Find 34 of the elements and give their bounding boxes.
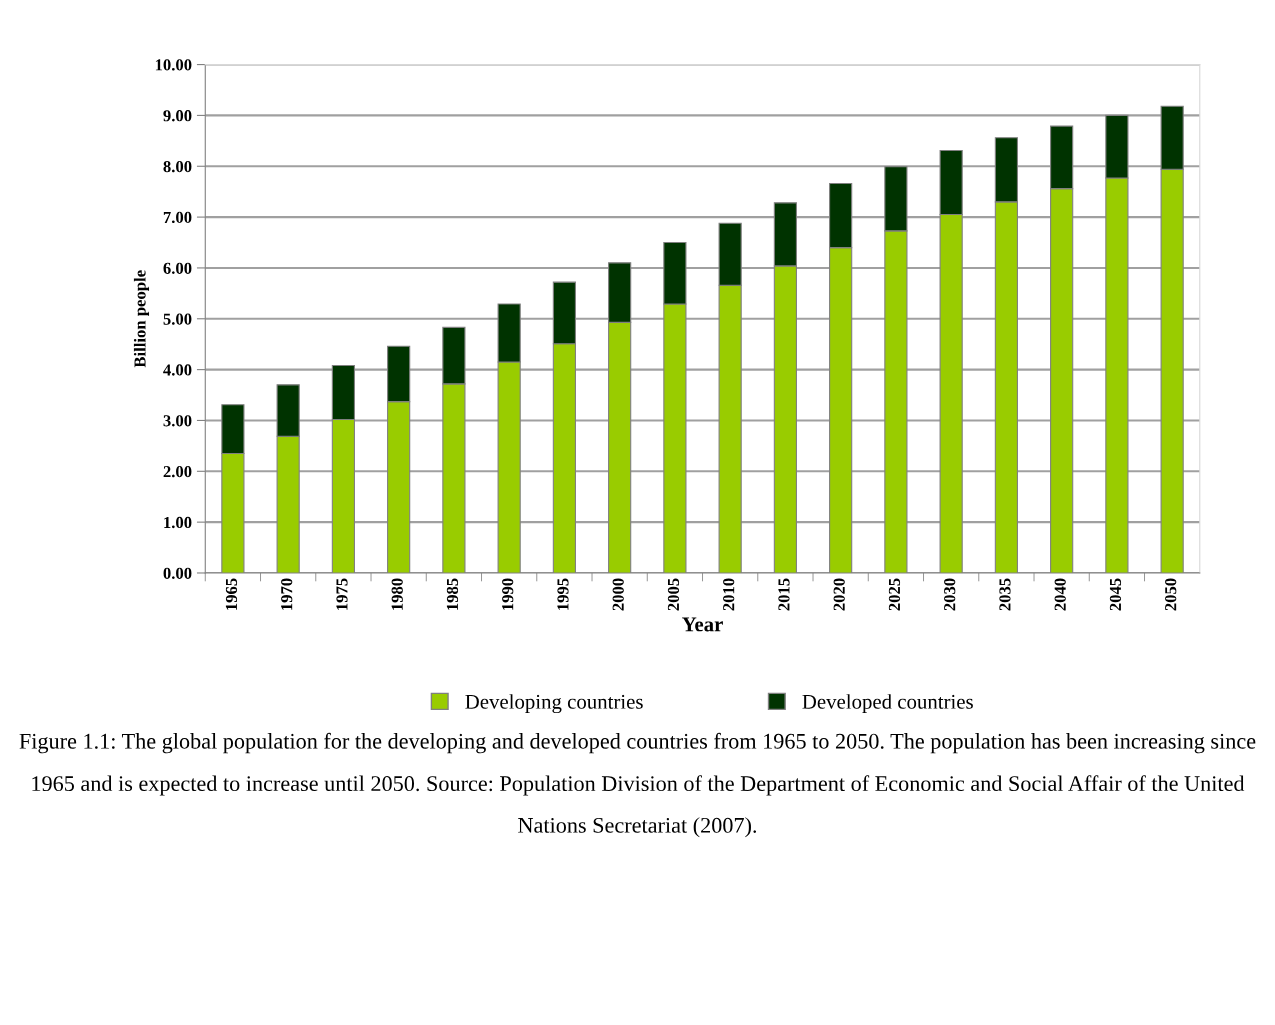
y-tick-label: 3.00 <box>163 415 192 427</box>
x-tick-label: 2050 <box>1165 578 1177 611</box>
x-tick-label: 1995 <box>557 578 569 610</box>
x-tick-label: 2020 <box>833 578 845 611</box>
y-axis-title: Billion people <box>133 270 150 368</box>
y-tick-label: 0.00 <box>163 567 192 579</box>
x-tick-label: 2015 <box>778 578 790 611</box>
y-tick-label: 10.00 <box>155 59 192 71</box>
legend-label: Developed countries <box>802 694 973 714</box>
x-tick-label: 1970 <box>281 578 293 610</box>
y-tick-label: 8.00 <box>163 160 192 173</box>
x-tick-label: 2025 <box>888 578 901 611</box>
caption: Figure 1.1: The global population for the developing and developed countries from 1965 to 2050. The population has been increasing since 1965 and is expected to increase until 2050. Source: Population Division of the Department of Economic and Social Affair of the United Nations Secretariat (2007). <box>19 732 1256 838</box>
y-tick-label: 2.00 <box>163 465 192 478</box>
x-tick-label: 2005 <box>667 578 680 611</box>
x-axis-title: Year <box>682 617 723 632</box>
y-tick-label: 5.00 <box>163 313 192 325</box>
x-tick-label: 2000 <box>612 578 624 611</box>
x-tick-label: 1985 <box>446 578 459 610</box>
y-tick-label: 4.00 <box>163 364 192 376</box>
y-tick-label: 7.00 <box>163 211 192 224</box>
x-tick-label: 2010 <box>723 578 735 611</box>
y-tick-label: 9.00 <box>163 110 192 122</box>
x-tick-label: 1990 <box>502 578 514 610</box>
x-tick-label: 1975 <box>336 578 348 610</box>
x-tick-label: 2030 <box>944 578 956 611</box>
y-tick-label: 6.00 <box>163 262 192 274</box>
x-tick-label: 2045 <box>1109 578 1122 611</box>
legend-label: Developing countries <box>465 694 643 714</box>
x-tick-label: 1980 <box>391 578 403 610</box>
y-tick-label: 1.00 <box>164 516 192 529</box>
x-tick-label: 2040 <box>1054 578 1066 611</box>
x-tick-label: 2035 <box>999 578 1011 611</box>
x-tick-label: 1965 <box>225 578 238 610</box>
